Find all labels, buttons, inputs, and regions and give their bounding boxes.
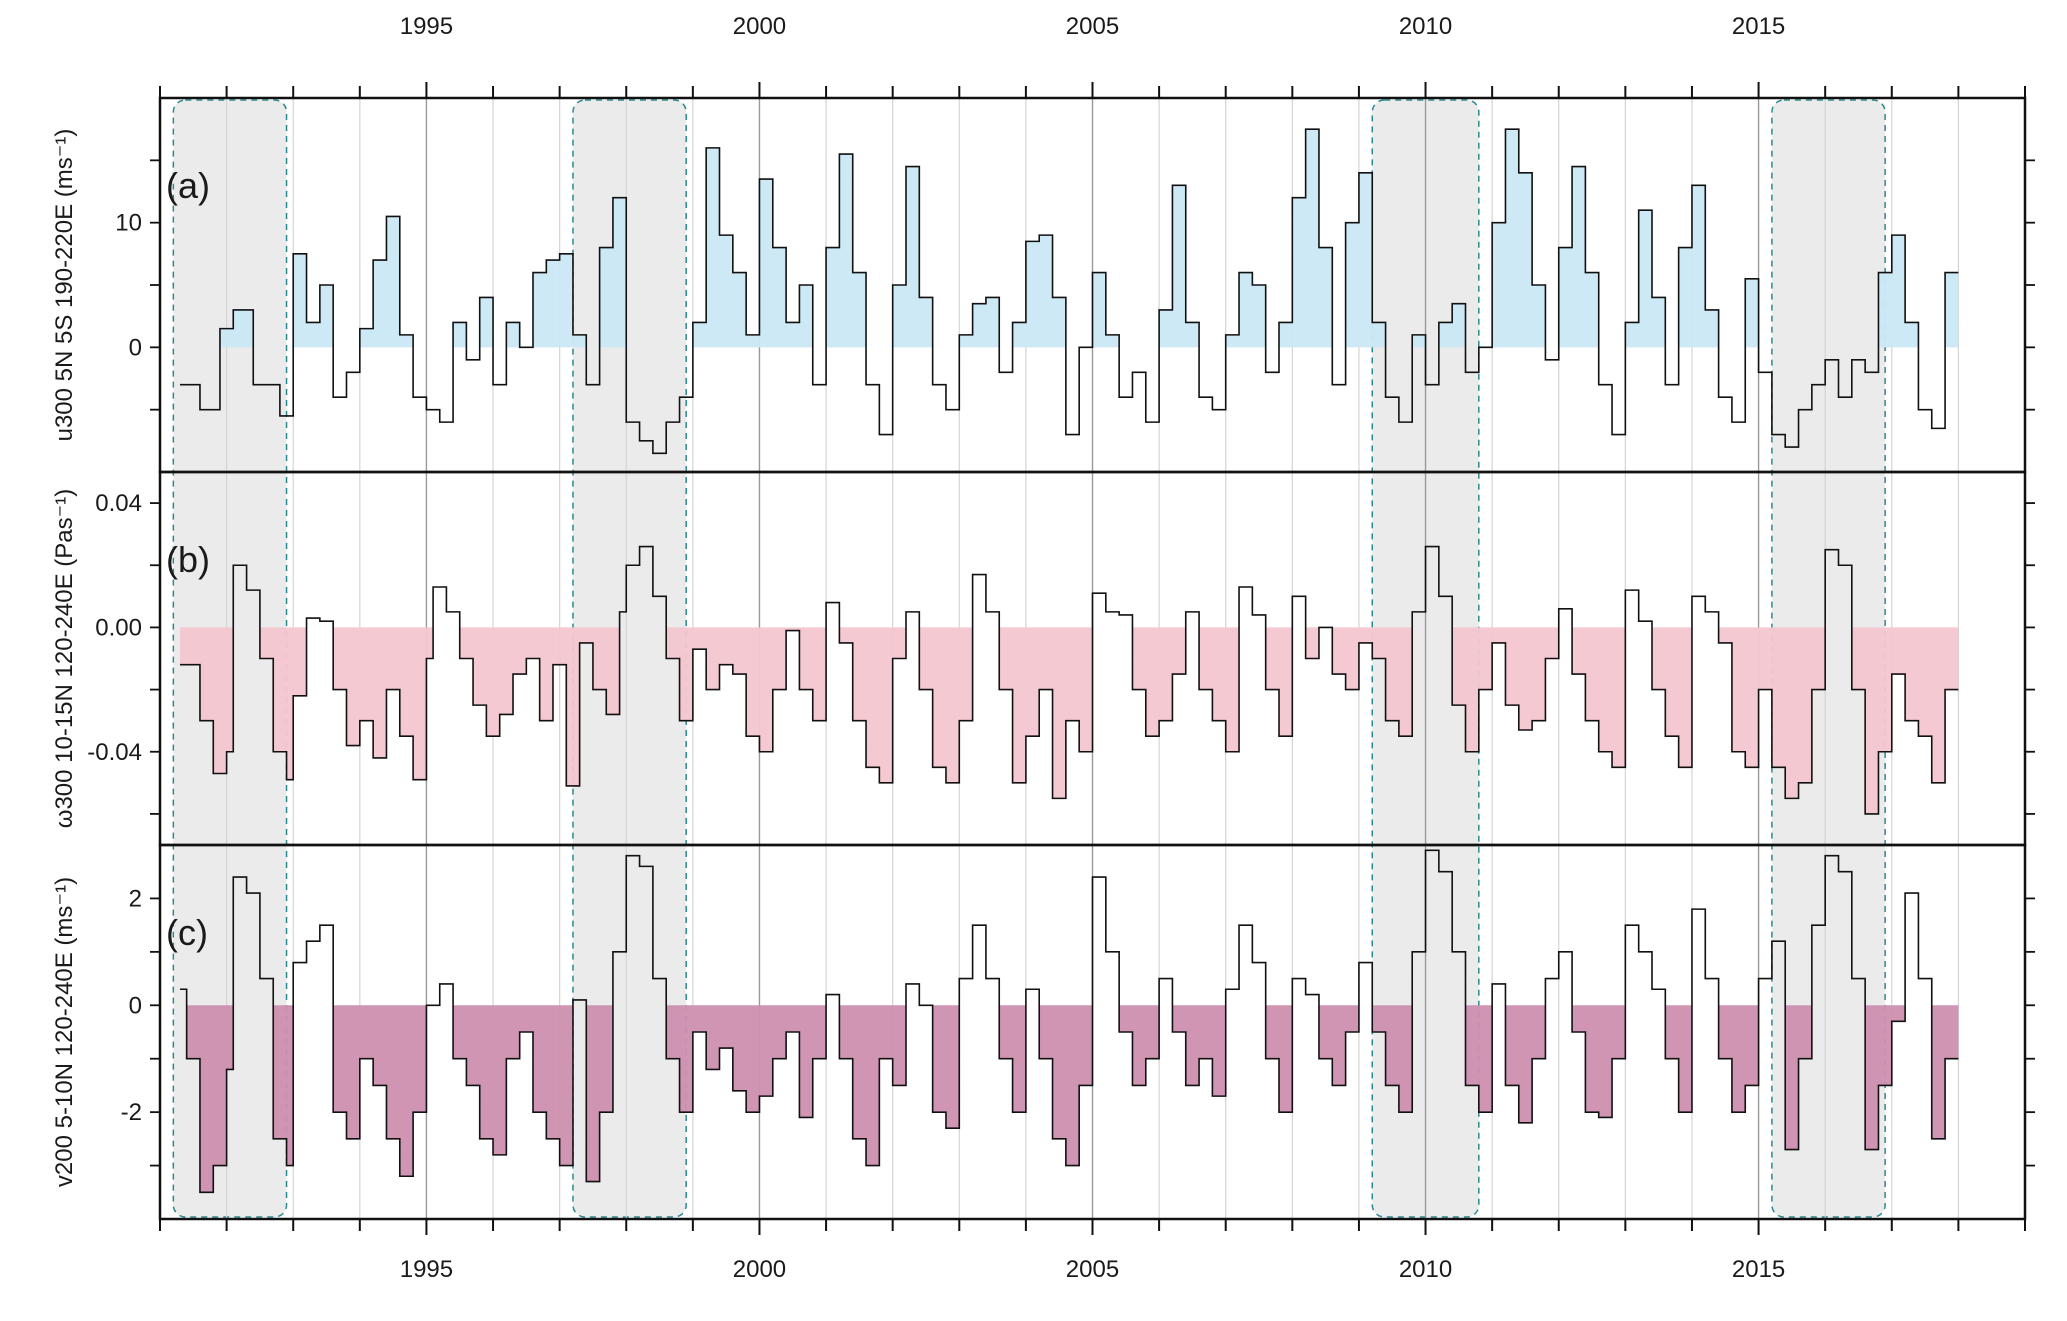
panel-label-1: (a): [166, 165, 210, 206]
y-tick-label: 0.04: [95, 490, 142, 517]
x-tick-label-top: 2005: [1066, 13, 1119, 40]
y-tick-label: 2: [129, 885, 142, 912]
y-tick-label: -2: [121, 1099, 142, 1126]
panel-label-3: (c): [166, 912, 208, 953]
x-tick-label-top: 2010: [1399, 13, 1452, 40]
y-tick-label: 0: [129, 992, 142, 1019]
series-line-1: [179, 128, 1959, 455]
x-tick-label-bottom: 2000: [733, 1256, 786, 1283]
x-tick-label-top: 1995: [400, 13, 453, 40]
series-line-2: [179, 545, 1959, 815]
x-tick-label-bottom: 1995: [400, 1256, 453, 1283]
y-axis-title-3: v200 5-10N 120-240E (ms⁻¹): [51, 877, 78, 1187]
series-fill-1: [179, 129, 1959, 348]
x-tick-label-top: 2000: [733, 13, 786, 40]
series-line-3: [179, 849, 1959, 1194]
x-tick-label-bottom: 2010: [1399, 1256, 1452, 1283]
panel-label-2: (b): [166, 539, 210, 580]
x-tick-label-bottom: 2015: [1732, 1256, 1785, 1283]
series-fill-3: [179, 1005, 1959, 1193]
y-tick-label: -0.04: [87, 739, 142, 766]
y-tick-label: 0.00: [95, 614, 142, 641]
x-tick-label-top: 2015: [1732, 13, 1785, 40]
y-tick-label: 10: [115, 210, 142, 237]
y-tick-label: 0: [129, 334, 142, 361]
y-axis-title-2: ω300 10-15N 120-240E (Pas⁻¹): [51, 489, 78, 829]
y-axis-title-1: u300 5N 5S 190-220E (ms⁻¹): [51, 129, 78, 442]
x-tick-label-bottom: 2005: [1066, 1256, 1119, 1283]
